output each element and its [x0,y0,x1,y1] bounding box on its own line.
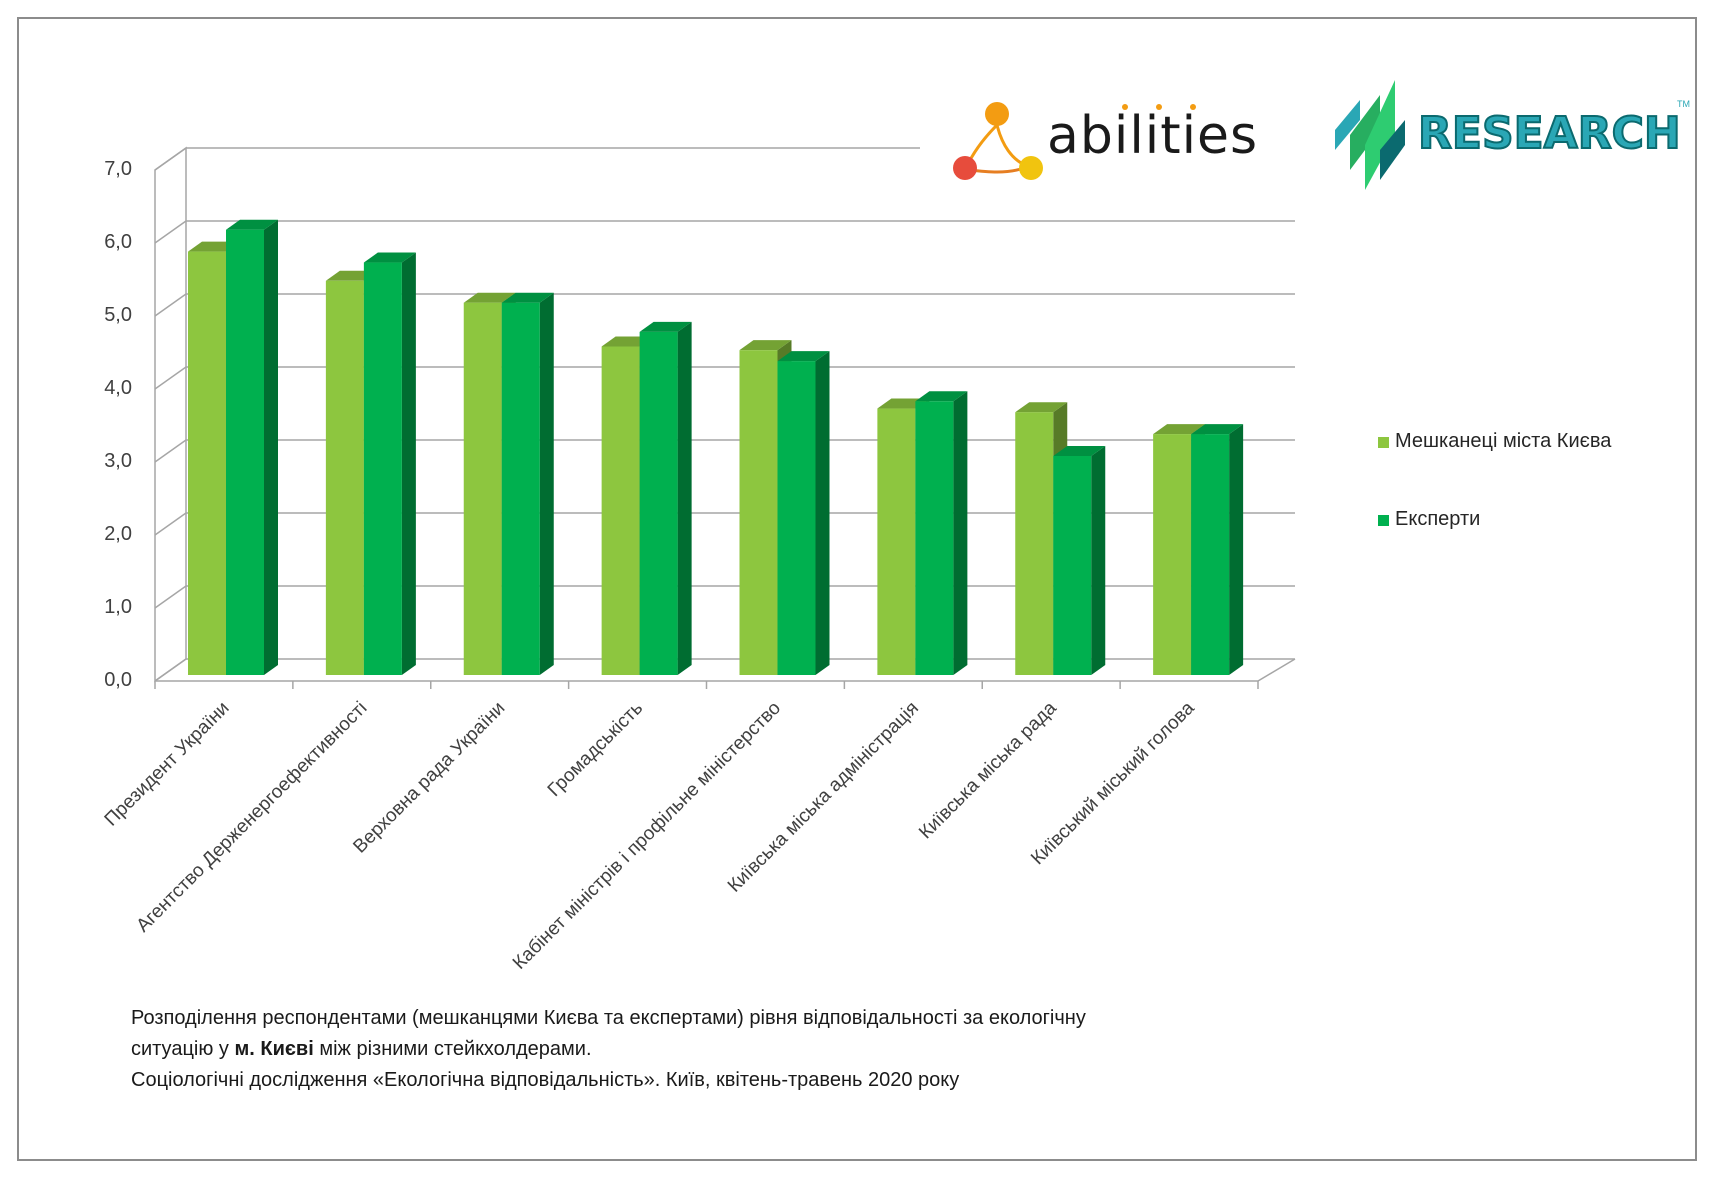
bar-side-1 [815,351,830,675]
x-tick-label: Кабінет міністрів і профільне міністерст… [509,698,785,974]
legend-swatch-residents [1378,437,1389,448]
bar-top-1 [226,219,278,230]
caption-line-1: Розподілення респондентами (мешканцями К… [131,1007,1086,1029]
bar-side-1 [953,391,968,675]
x-tick-label: Київський міський голова [1027,697,1199,869]
gridline-side [154,220,187,244]
chart-frame [17,17,1697,1161]
x-tick-label: Президент України [101,698,234,831]
y-tick-label: 1,0 [104,596,132,618]
research-logo-mark [1335,80,1405,190]
bar-top-1 [501,292,554,303]
bar-1 [639,331,678,675]
bar-1 [226,229,264,675]
gridline-side [154,585,187,609]
x-tick-label: Київська міська рада [915,697,1061,843]
research-logo: RESEARCH TM [1325,75,1695,200]
abilities-dots [1122,104,1196,110]
gridline-side [154,293,187,317]
bar-0 [739,350,778,675]
bar-side-1 [539,292,554,675]
gridline-side [154,147,187,171]
y-tick-label: 3,0 [104,450,132,472]
gridline-side [154,658,187,682]
bar-0 [1015,412,1054,675]
caption-line-2-start: ситуацію у [131,1038,235,1060]
bar-top-1 [1053,446,1106,456]
bar-1 [363,262,402,675]
y-tick-label: 7,0 [104,158,132,180]
bar-top-0 [1153,424,1206,435]
bar-top-0 [463,292,516,303]
abilities-wordmark: abilities [1047,106,1259,166]
research-wordmark: RESEARCH [1417,107,1682,160]
abilities-logo: abilities [952,100,1302,190]
bar-1 [1191,434,1230,675]
bar-0 [188,251,226,675]
legend-label-residents: Мешканеці міста Києва [1395,430,1612,452]
bar-0 [463,302,502,675]
bar-side-1 [1091,446,1106,675]
y-tick-label: 2,0 [104,523,132,545]
legend-swatch-experts [1378,515,1389,526]
bar-0 [1153,434,1192,675]
gridline-side [154,512,187,536]
bar-1 [1053,456,1092,675]
trademark-mark: TM [1677,99,1690,109]
caption-line-2: ситуацію у м. Києві між різними стейкхол… [131,1034,1311,1065]
bar-top-1 [639,321,692,332]
bar-top-1 [777,351,830,362]
x-tick-label: Верховна рада України [349,698,509,858]
bar-side-1 [1229,424,1244,675]
x-tick-label: Агентство Держенергоефективності [133,698,372,937]
bar-top-1 [363,252,416,263]
gridline-side [154,439,187,463]
bar-side-1 [401,252,416,676]
caption-line-3: Соціологічні дослідження «Екологічна від… [131,1069,960,1091]
y-tick-label: 6,0 [104,231,132,253]
abilities-logo-mark [953,102,1043,180]
bar-top-1 [1191,424,1244,435]
gridline-side [154,366,187,390]
bar-top-1 [915,391,968,402]
y-tick-label: 5,0 [104,304,132,326]
bar-top-0 [1015,402,1068,413]
chart-caption: Розподілення респондентами (мешканцями К… [131,1003,1311,1096]
bar-top-0 [739,340,792,351]
bar-side-1 [677,321,692,675]
bar-0 [325,280,364,675]
x-tick-label: Громадськість [544,698,647,801]
bar-0 [877,408,916,675]
y-tick-label: 0,0 [104,669,132,691]
bar-1 [501,302,540,675]
bar-1 [915,401,954,675]
legend-label-experts: Експерти [1395,508,1481,530]
bar-side-1 [264,219,278,675]
side-wall [154,146,187,683]
caption-city-bold: м. Києві [234,1038,314,1060]
y-tick-label: 4,0 [104,377,132,399]
caption-line-2-end: між різними стейкхолдерами. [313,1038,592,1060]
bar-1 [777,361,816,675]
bar-0 [601,346,640,675]
